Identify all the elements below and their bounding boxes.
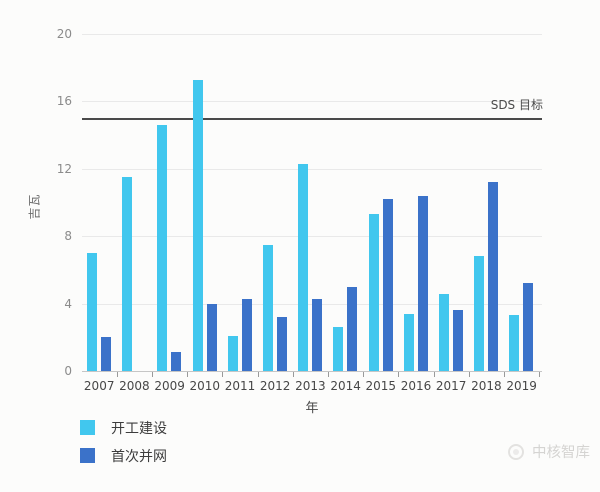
bar-first-grid-connection [382, 199, 393, 371]
bar-construction-start [368, 214, 379, 371]
y-tick-label: 8 [64, 229, 72, 244]
x-tick-label: 2019 [506, 379, 537, 393]
legend: 开工建设 首次并网 [80, 420, 167, 476]
y-tick-label: 16 [56, 94, 72, 109]
bar-first-grid-connection [100, 337, 111, 371]
x-tick-mark [257, 372, 259, 377]
bar-construction-start [509, 315, 520, 371]
bar-construction-start [157, 125, 168, 371]
x-tick-label: 2018 [471, 379, 502, 393]
bar-first-grid-connection [347, 286, 358, 371]
bar-construction-start [86, 253, 97, 371]
x-axis-line [82, 371, 542, 372]
x-tick-label: 2014 [330, 379, 361, 393]
bar-first-grid-connection [312, 298, 323, 371]
bar-construction-start [403, 313, 414, 371]
legend-swatch-construction-start [80, 420, 95, 435]
watermark-logo-icon [508, 443, 524, 460]
gridline [82, 236, 542, 238]
x-tick-mark [187, 372, 189, 377]
x-tick-mark [363, 372, 365, 377]
y-tick-label: 12 [56, 161, 72, 176]
x-tick-label: 2017 [435, 379, 467, 393]
bar-construction-start [227, 335, 238, 371]
x-tick-label: 2013 [295, 379, 326, 393]
bar-construction-start [474, 256, 485, 371]
watermark: 中核智库 [508, 441, 590, 462]
sds-target-line [82, 118, 542, 121]
gridline [82, 168, 542, 170]
legend-swatch-first-grid-connection [80, 448, 95, 463]
x-axis-title: 年 [305, 401, 319, 416]
bar-construction-start [262, 244, 273, 371]
y-axis-title: 吉瓦 [27, 193, 42, 220]
bar-first-grid-connection [206, 303, 217, 371]
legend-label-first-grid-connection: 首次并网 [111, 448, 167, 465]
x-tick-mark [433, 372, 435, 377]
x-tick-label: 2008 [119, 379, 150, 393]
x-tick-label: 2012 [259, 379, 291, 393]
bar-first-grid-connection [452, 310, 463, 371]
legend-item-construction-start: 开工建设 [80, 420, 167, 437]
x-tick-mark [328, 372, 329, 377]
x-tick-mark [504, 372, 505, 377]
x-tick-mark [468, 372, 470, 377]
x-tick-mark [116, 372, 118, 377]
bar-first-grid-connection [417, 195, 428, 371]
bar-first-grid-connection [171, 352, 182, 371]
bar-construction-start [122, 177, 133, 371]
y-tick-label: 20 [56, 27, 72, 41]
bar-first-grid-connection [276, 317, 287, 371]
watermark-text: 中核智库 [532, 445, 590, 461]
plot-area: 2007 2008 2009 2010 2011 2012 2013 2014 2015 2016… [82, 34, 542, 393]
bar-construction-start [298, 163, 309, 371]
gridline [82, 303, 542, 305]
x-tick-mark [292, 372, 294, 377]
x-tick-mark [222, 372, 224, 377]
gridline [82, 34, 542, 35]
x-tick-label: 2009 [154, 379, 185, 393]
x-tick-mark [539, 372, 541, 377]
legend-label-construction-start: 开工建设 [111, 420, 167, 437]
x-tick-label: 2007 [83, 379, 115, 393]
y-tick-label: 0 [64, 364, 72, 378]
bar-construction-start [192, 79, 203, 371]
x-tick-label: 2010 [189, 379, 221, 393]
bar-first-grid-connection [523, 283, 534, 371]
sds-target-label: SDS 目标 [490, 98, 543, 112]
y-tick-label: 4 [64, 296, 72, 311]
bar-first-grid-connection [488, 182, 499, 371]
gridline [82, 101, 542, 103]
legend-item-first-grid-connection: 首次并网 [80, 448, 167, 465]
bar-construction-start [333, 327, 344, 371]
bar-construction-start [438, 293, 449, 371]
x-tick-mark [398, 372, 400, 377]
bar-first-grid-connection [241, 298, 252, 371]
x-tick-label: 2011 [224, 379, 256, 393]
x-tick-label: 2015 [365, 379, 397, 393]
x-tick-label: 2016 [400, 379, 432, 393]
x-tick-mark [152, 372, 153, 377]
